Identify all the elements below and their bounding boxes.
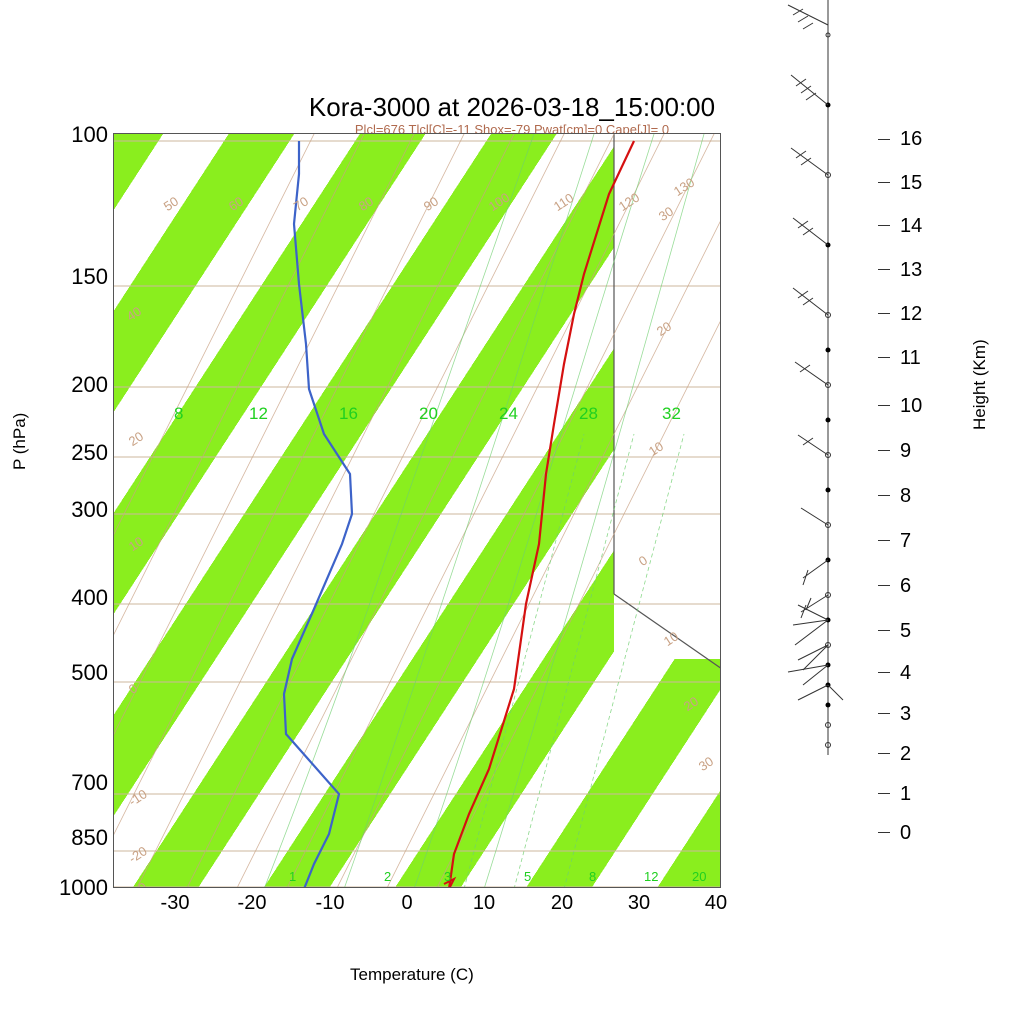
mixing-ratio-label-32: 32 xyxy=(662,404,681,424)
mixing-ratio-label-8b: 8 xyxy=(589,869,596,884)
mixing-ratio-label-1: 1 xyxy=(289,869,296,884)
pressure-tick-100[interactable]: 100 xyxy=(38,122,108,148)
mixing-ratio-label-8: 8 xyxy=(174,404,183,424)
height-tick-3[interactable]: 3 xyxy=(900,703,940,726)
temp-tick-40[interactable]: 40 xyxy=(696,892,736,915)
mixing-ratio-label-12: 12 xyxy=(249,404,268,424)
temp-tick--10[interactable]: -10 xyxy=(310,892,350,915)
height-tick-15[interactable]: 15 xyxy=(900,172,940,195)
temp-tick--20[interactable]: -20 xyxy=(232,892,272,915)
pressure-tick-700[interactable]: 700 xyxy=(38,770,108,796)
height-tick-11[interactable]: 11 xyxy=(900,347,940,370)
height-tick-9[interactable]: 9 xyxy=(900,440,940,463)
pressure-tick-250[interactable]: 250 xyxy=(38,440,108,466)
pressure-tick-500[interactable]: 500 xyxy=(38,660,108,686)
height-tick-4[interactable]: 4 xyxy=(900,662,940,685)
mixing-ratio-label-28: 28 xyxy=(579,404,598,424)
height-axis-title: Height (Km) xyxy=(970,339,990,430)
height-tick-0[interactable]: 0 xyxy=(900,822,940,845)
pressure-tick-1000[interactable]: 1000 xyxy=(38,875,108,901)
pressure-tick-150[interactable]: 150 xyxy=(38,264,108,290)
height-tick-1[interactable]: 1 xyxy=(900,783,940,806)
pressure-tick-300[interactable]: 300 xyxy=(38,497,108,523)
temp-tick-10[interactable]: 10 xyxy=(464,892,504,915)
height-tick-12[interactable]: 12 xyxy=(900,303,940,326)
height-tick-13[interactable]: 13 xyxy=(900,259,940,282)
skewt-diagram: Kora-3000 at 2026-03-18_15:00:00 Plcl=67… xyxy=(0,0,1024,1024)
mixing-ratio-label-20: 20 xyxy=(419,404,438,424)
wind-barb-column[interactable] xyxy=(773,0,883,755)
height-tick-5[interactable]: 5 xyxy=(900,620,940,643)
mixing-ratio-label-20b: 20 xyxy=(692,869,706,884)
skewt-plot-area[interactable]: 40 50 60 70 80 90 100 110 120 130 20 10 … xyxy=(113,133,721,888)
pressure-tick-400[interactable]: 400 xyxy=(38,585,108,611)
mixing-ratio-label-2: 2 xyxy=(384,869,391,884)
temperature-axis-title: Temperature (C) xyxy=(350,965,474,985)
temp-tick-20[interactable]: 20 xyxy=(542,892,582,915)
height-tick-14[interactable]: 14 xyxy=(900,215,940,238)
mixing-ratio-label-3: 3 xyxy=(444,869,451,884)
height-tick-2[interactable]: 2 xyxy=(900,743,940,766)
mixing-ratio-label-5: 5 xyxy=(524,869,531,884)
wind-barb-svg xyxy=(773,0,883,755)
temp-tick--30[interactable]: -30 xyxy=(155,892,195,915)
height-tick-16[interactable]: 16 xyxy=(900,128,940,151)
height-tick-7[interactable]: 7 xyxy=(900,530,940,553)
height-tick-10[interactable]: 10 xyxy=(900,395,940,418)
pressure-axis-title: P (hPa) xyxy=(10,413,30,470)
mixing-ratio-label-16: 16 xyxy=(339,404,358,424)
mixing-ratio-label-24: 24 xyxy=(499,404,518,424)
temp-tick-30[interactable]: 30 xyxy=(619,892,659,915)
height-tick-8[interactable]: 8 xyxy=(900,485,940,508)
pressure-tick-200[interactable]: 200 xyxy=(38,372,108,398)
mixing-ratio-label-12b: 12 xyxy=(644,869,658,884)
temp-tick-0[interactable]: 0 xyxy=(387,892,427,915)
pressure-tick-850[interactable]: 850 xyxy=(38,825,108,851)
height-tick-6[interactable]: 6 xyxy=(900,575,940,598)
